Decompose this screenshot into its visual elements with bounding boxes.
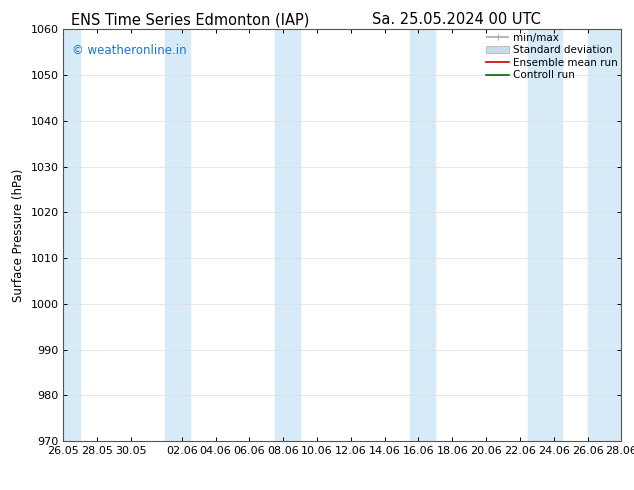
Text: ENS Time Series Edmonton (IAP): ENS Time Series Edmonton (IAP): [71, 12, 309, 27]
Bar: [588, 29, 621, 441]
Text: Sa. 25.05.2024 00 UTC: Sa. 25.05.2024 00 UTC: [372, 12, 541, 27]
Bar: [165, 29, 190, 441]
Bar: [528, 29, 562, 441]
Bar: [63, 29, 81, 441]
Text: © weatheronline.in: © weatheronline.in: [72, 44, 186, 57]
Y-axis label: Surface Pressure (hPa): Surface Pressure (hPa): [12, 169, 25, 302]
Bar: [410, 29, 436, 441]
Legend: min/max, Standard deviation, Ensemble mean run, Controll run: min/max, Standard deviation, Ensemble me…: [486, 32, 618, 80]
Bar: [275, 29, 300, 441]
